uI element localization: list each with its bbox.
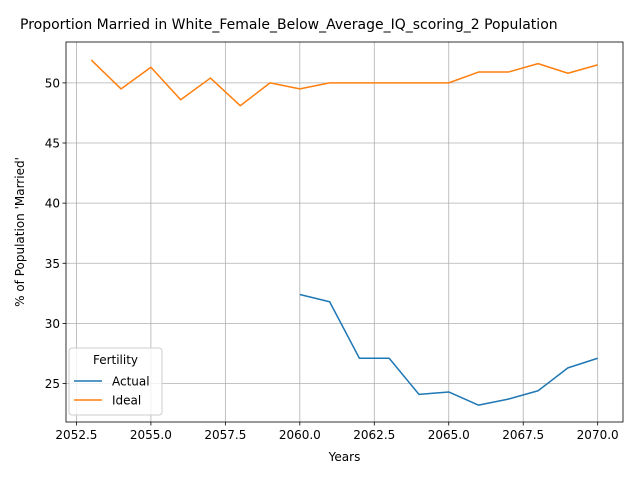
series-group: [90, 59, 598, 406]
x-tick-label: 2062.5: [353, 428, 395, 442]
x-axis-label: Years: [328, 450, 361, 464]
x-tick-label: 2052.5: [55, 428, 97, 442]
legend-box: [68, 347, 163, 416]
legend: Fertility Actual Ideal: [68, 347, 163, 416]
series-line-actual: [299, 293, 598, 406]
y-tick-label: 25: [45, 377, 60, 391]
y-tick-label: 40: [45, 197, 60, 211]
x-axis-ticks: 2052.5 2055.0 2057.5 2060.0 2062.5 2065.0 2067…: [55, 422, 619, 442]
y-tick-label: 45: [45, 137, 60, 151]
y-axis-ticks: 25 30 35 40 45 50: [45, 76, 66, 391]
x-tick-label: 2067.5: [502, 428, 544, 442]
legend-title: Fertility: [93, 353, 138, 367]
x-tick-label: 2070.0: [577, 428, 619, 442]
plot-frame: [65, 41, 624, 423]
x-tick-label: 2060.0: [279, 428, 321, 442]
legend-label: Ideal: [112, 394, 141, 408]
x-tick-label: 2057.5: [204, 428, 246, 442]
x-tick-label: 2055.0: [130, 428, 172, 442]
legend-label: Actual: [112, 375, 150, 389]
chart-title: Proportion Married in White_Female_Below…: [20, 17, 558, 33]
y-tick-label: 35: [45, 257, 60, 271]
y-tick-label: 50: [45, 76, 60, 90]
legend-items: Actual Ideal: [74, 375, 150, 408]
series-line-ideal: [90, 59, 598, 107]
y-tick-label: 30: [45, 317, 60, 331]
x-tick-label: 2065.0: [428, 428, 470, 442]
y-axis-label: % of Population 'Married': [13, 157, 27, 307]
